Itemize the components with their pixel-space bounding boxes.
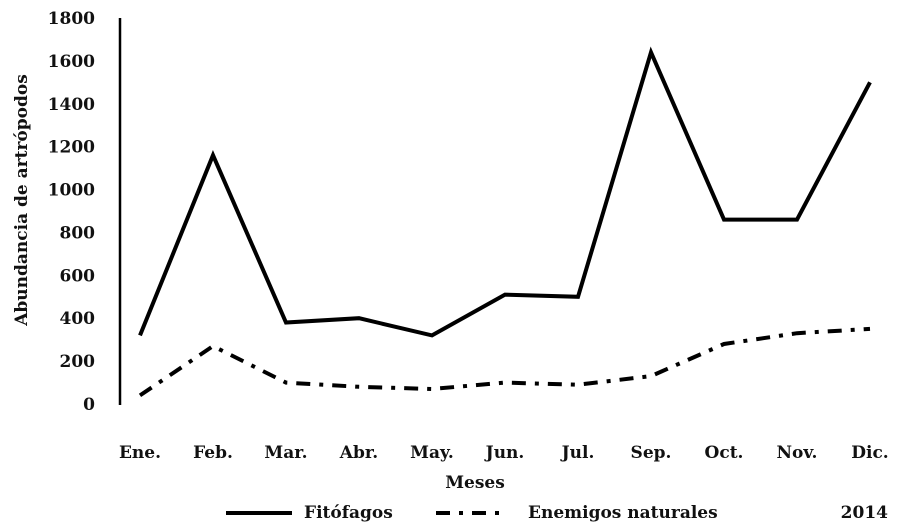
legend-year: 2014 — [841, 503, 888, 522]
x-tick-labels: Ene. Feb. Mar. Abr. May. Jun. Jul. Sep. Oct. Nov.… — [119, 443, 889, 463]
x-tick-label: Sep. — [631, 443, 672, 463]
y-tick-label: 0 — [83, 395, 95, 415]
series-line-enemigos-naturales — [140, 329, 870, 396]
y-axis-title: Abundancia de artrópodos — [12, 74, 32, 327]
x-tick-label: Oct. — [705, 443, 744, 463]
x-tick-label: Ene. — [119, 443, 161, 463]
x-tick-label: May. — [410, 443, 454, 463]
y-tick-label: 1000 — [48, 181, 95, 201]
legend-label-fitofagos: Fitófagos — [304, 503, 393, 522]
y-tick-label: 1600 — [48, 52, 95, 72]
y-tick-label: 800 — [60, 223, 96, 243]
legend: Fitófagos Enemigos naturales 2014 — [226, 503, 888, 522]
x-tick-label: Abr. — [339, 443, 378, 463]
x-axis-title: Meses — [445, 473, 505, 493]
y-tick-label: 1400 — [48, 95, 95, 115]
legend-label-enemigos: Enemigos naturales — [528, 503, 718, 522]
x-tick-label: Jul. — [560, 443, 595, 463]
y-tick-label: 600 — [60, 266, 96, 286]
series-line-fitofagos — [140, 52, 870, 335]
x-tick-label: Dic. — [851, 443, 888, 463]
x-tick-label: Jun. — [484, 443, 525, 463]
series-lines — [140, 52, 870, 395]
y-tick-labels: 0 200 400 600 800 1000 1200 1400 1600 1800 — [48, 9, 95, 415]
x-tick-label: Feb. — [193, 443, 233, 463]
x-tick-label: Nov. — [777, 443, 818, 463]
y-tick-label: 400 — [60, 309, 96, 329]
y-tick-label: 200 — [60, 352, 96, 372]
y-tick-label: 1200 — [48, 138, 95, 158]
x-tick-label: Mar. — [264, 443, 307, 463]
y-tick-label: 1800 — [48, 9, 95, 29]
